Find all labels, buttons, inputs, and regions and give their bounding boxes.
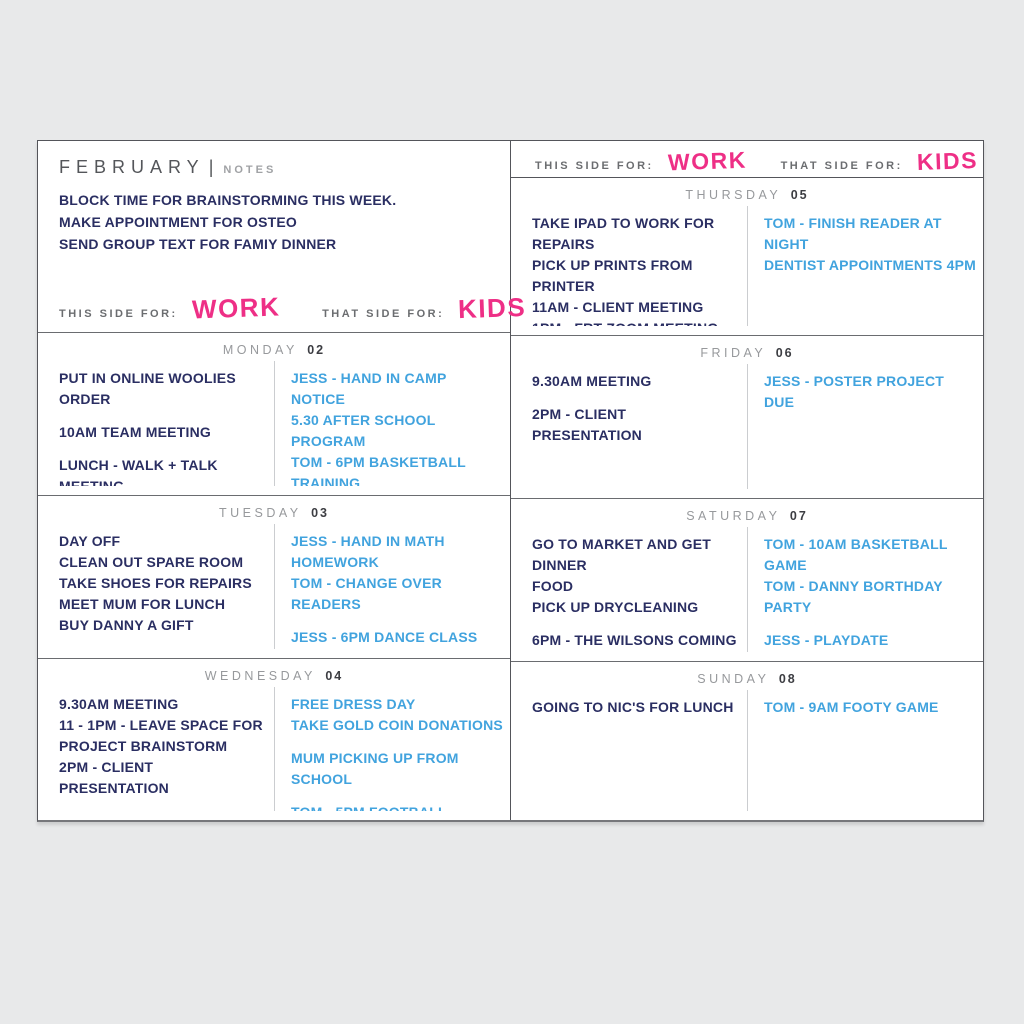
this-side-label: THIS SIDE FOR: [59, 308, 178, 320]
work-item: 2PM - CLIENT PRESENTATION [532, 406, 642, 443]
day-friday: FRIDAY 06 9.30AM MEETING 2PM - CLIENT PR… [511, 336, 983, 499]
month-title: FEBRUARY [59, 157, 205, 177]
notes-heading: NOTES [223, 164, 277, 176]
day-body: GO TO MARKET AND GET DINNER FOOD PICK UP… [511, 527, 983, 652]
day-number: 03 [311, 506, 329, 520]
kids-column: TOM - 10AM BASKETBALL GAME TOM - DANNY B… [747, 527, 983, 652]
work-column: GOING TO NIC'S FOR LUNCH [511, 690, 747, 811]
kids-item: JESS - PLAYDATE SLEEPOVER [764, 632, 889, 648]
day-header: FRIDAY 06 [511, 336, 983, 364]
work-item: DAY OFF CLEAN OUT SPARE ROOM TAKE SHOES … [59, 533, 252, 633]
day-name: FRIDAY [700, 346, 767, 360]
side-banner-right: THIS SIDE FOR: WORK THAT SIDE FOR: KIDS [535, 146, 979, 176]
kids-column: TOM - FINISH READER AT NIGHT DENTIST APP… [747, 206, 983, 326]
work-item: GO TO MARKET AND GET DINNER FOOD PICK UP… [532, 536, 711, 615]
work-column: 9.30AM MEETING 2PM - CLIENT PRESENTATION [511, 364, 747, 489]
day-body: DAY OFF CLEAN OUT SPARE ROOM TAKE SHOES … [38, 524, 510, 649]
day-number: 07 [789, 509, 808, 523]
day-header: THURSDAY 05 [511, 178, 983, 206]
day-header: MONDAY 02 [38, 333, 510, 361]
left-page-half: FEBRUARY | NOTES BLOCK TIME FOR BRAINSTO… [38, 141, 527, 820]
month-title-divider: | [208, 157, 214, 177]
work-column: DAY OFF CLEAN OUT SPARE ROOM TAKE SHOES … [38, 524, 274, 649]
work-side-value: WORK [191, 291, 281, 325]
kids-item: TOM - 9AM FOOTY GAME [764, 699, 939, 715]
day-number: 05 [790, 188, 809, 202]
work-column: TAKE IPAD TO WORK FOR REPAIRS PICK UP PR… [511, 206, 747, 326]
notes-section: FEBRUARY | NOTES BLOCK TIME FOR BRAINSTO… [38, 141, 527, 333]
notes-text: BLOCK TIME FOR BRAINSTORMING THIS WEEK. … [59, 192, 397, 252]
day-body: PUT IN ONLINE WOOLIES ORDER 10AM TEAM ME… [38, 361, 510, 486]
day-name: MONDAY [222, 343, 298, 357]
work-item: 6PM - THE WILSONS COMING FOR DINNER [532, 632, 737, 648]
day-saturday: SATURDAY 07 GO TO MARKET AND GET DINNER … [511, 499, 983, 662]
work-item: 9.30AM MEETING 11 - 1PM - LEAVE SPACE FO… [59, 696, 263, 796]
work-item: LUNCH - WALK + TALK MEETING [59, 457, 218, 486]
day-number: 04 [325, 669, 344, 683]
kids-item: TOM - FINISH READER AT NIGHT DENTIST APP… [764, 215, 976, 273]
day-name: SATURDAY [686, 509, 781, 523]
day-header: SUNDAY 08 [511, 662, 983, 690]
day-tuesday: TUESDAY 03 DAY OFF CLEAN OUT SPARE ROOM … [38, 496, 510, 659]
day-number: 06 [775, 346, 794, 360]
work-item: 10AM TEAM MEETING [59, 424, 211, 440]
kids-item: JESS - POSTER PROJECT DUE [764, 373, 945, 410]
day-thursday: THURSDAY 05 TAKE IPAD TO WORK FOR REPAIR… [511, 178, 983, 336]
day-name: TUESDAY [219, 506, 302, 520]
day-header: TUESDAY 03 [38, 496, 510, 524]
day-number: 02 [307, 343, 326, 357]
kids-column: JESS - HAND IN CAMP NOTICE 5.30 AFTER SC… [274, 361, 510, 486]
work-column: PUT IN ONLINE WOOLIES ORDER 10AM TEAM ME… [38, 361, 274, 486]
kids-item: TOM - 10AM BASKETBALL GAME TOM - DANNY B… [764, 536, 948, 615]
day-number: 08 [778, 672, 797, 686]
work-side-value: WORK [667, 146, 747, 176]
kids-item: TOM - 5PM FOOTBALL TRAINING [291, 802, 504, 811]
day-body: TAKE IPAD TO WORK FOR REPAIRS PICK UP PR… [511, 206, 983, 326]
day-name: SUNDAY [697, 672, 770, 686]
side-banner-row: THIS SIDE FOR: WORK THAT SIDE FOR: KIDS [511, 141, 983, 178]
day-body: 9.30AM MEETING 11 - 1PM - LEAVE SPACE FO… [38, 687, 510, 811]
day-name: WEDNESDAY [204, 669, 316, 683]
day-header: WEDNESDAY 04 [38, 659, 510, 687]
kids-side-value: KIDS [916, 146, 979, 176]
kids-column: FREE DRESS DAY TAKE GOLD COIN DONATIONS … [274, 687, 510, 811]
work-item: GOING TO NIC'S FOR LUNCH [532, 699, 734, 715]
day-body: 9.30AM MEETING 2PM - CLIENT PRESENTATION… [511, 364, 983, 489]
kids-item: MUM PICKING UP FROM SCHOOL [291, 750, 459, 787]
work-column: 9.30AM MEETING 11 - 1PM - LEAVE SPACE FO… [38, 687, 274, 811]
that-side-label: THAT SIDE FOR: [322, 308, 445, 320]
day-body: GOING TO NIC'S FOR LUNCH TOM - 9AM FOOTY… [511, 690, 983, 811]
day-wednesday: WEDNESDAY 04 9.30AM MEETING 11 - 1PM - L… [38, 659, 510, 820]
day-monday: MONDAY 02 PUT IN ONLINE WOOLIES ORDER 10… [38, 333, 510, 496]
kids-column: TOM - 9AM FOOTY GAME [747, 690, 983, 811]
kids-column: JESS - POSTER PROJECT DUE [747, 364, 983, 489]
right-page-half: THIS SIDE FOR: WORK THAT SIDE FOR: KIDS … [511, 141, 983, 820]
day-sunday: SUNDAY 08 GOING TO NIC'S FOR LUNCH TOM -… [511, 662, 983, 820]
kids-column: JESS - HAND IN MATH HOMEWORK TOM - CHANG… [274, 524, 510, 649]
work-item: TAKE IPAD TO WORK FOR REPAIRS PICK UP PR… [532, 215, 718, 326]
planner-page: FEBRUARY | NOTES BLOCK TIME FOR BRAINSTO… [37, 140, 984, 822]
work-item: 9.30AM MEETING [532, 373, 652, 389]
month-header: FEBRUARY | NOTES [38, 141, 510, 178]
work-column: GO TO MARKET AND GET DINNER FOOD PICK UP… [511, 527, 747, 652]
kids-item: JESS - HAND IN MATH HOMEWORK TOM - CHANG… [291, 533, 445, 612]
day-name: THURSDAY [685, 188, 782, 202]
day-header: SATURDAY 07 [511, 499, 983, 527]
kids-item: JESS - 6PM DANCE CLASS [291, 629, 478, 645]
kids-item: JESS - HAND IN CAMP NOTICE 5.30 AFTER SC… [291, 370, 466, 486]
kids-item: FREE DRESS DAY TAKE GOLD COIN DONATIONS [291, 696, 503, 733]
side-banner-left: THIS SIDE FOR: WORK THAT SIDE FOR: KIDS [59, 291, 527, 325]
that-side-label: THAT SIDE FOR: [780, 160, 903, 172]
work-item: PUT IN ONLINE WOOLIES ORDER [59, 370, 236, 407]
this-side-label: THIS SIDE FOR: [535, 160, 654, 172]
